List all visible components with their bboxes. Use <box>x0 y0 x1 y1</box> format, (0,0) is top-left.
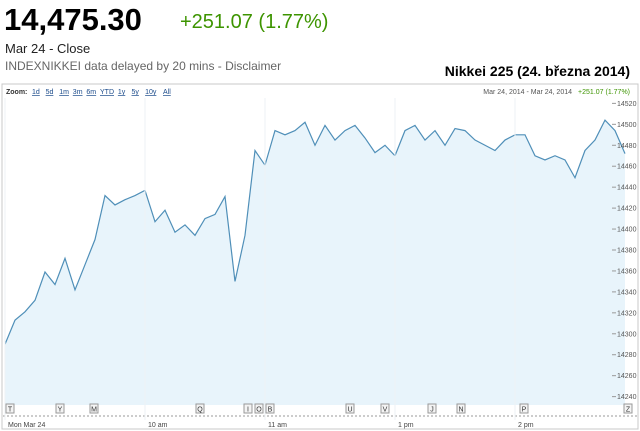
flag-label[interactable]: N <box>458 407 463 414</box>
y-tick-label: 14320 <box>617 310 637 317</box>
flag-label[interactable]: P <box>522 407 527 414</box>
flag-box[interactable] <box>89 403 99 414</box>
flag-box[interactable] <box>345 403 355 414</box>
flag-box[interactable] <box>243 403 253 414</box>
flag-label[interactable]: O <box>256 407 262 414</box>
x-tick-label: 2 pm <box>518 422 534 429</box>
flag-box[interactable] <box>265 403 275 414</box>
y-tick-label: 14420 <box>617 206 637 213</box>
flag-box[interactable] <box>427 403 437 414</box>
flag-label[interactable]: U <box>347 407 352 414</box>
flag-label[interactable]: T <box>8 407 13 414</box>
change: +251.07 (1.77%) <box>180 11 328 33</box>
y-tick-label: 14360 <box>617 268 637 275</box>
zoom-change: +251.07 (1.77%) <box>578 89 630 96</box>
flag-label[interactable]: V <box>383 407 388 414</box>
flag-box[interactable] <box>380 403 390 414</box>
y-tick-label: 14340 <box>617 289 637 296</box>
zoom-option[interactable]: All <box>163 89 171 96</box>
flag-label[interactable]: M <box>91 407 97 414</box>
flag-label[interactable]: Y <box>58 407 63 414</box>
flag-label[interactable]: B <box>268 407 273 414</box>
zoom-option[interactable]: 1m <box>59 89 69 96</box>
zoom-option[interactable]: 1y <box>118 89 126 96</box>
x-tick-label: Mon Mar 24 <box>8 422 45 429</box>
y-tick-label: 14280 <box>617 352 637 359</box>
y-tick-label: 14400 <box>617 227 637 234</box>
y-tick-label: 14520 <box>617 101 637 108</box>
x-tick-label: 11 am <box>268 422 287 429</box>
x-tick-label: 1 pm <box>398 422 414 429</box>
x-tick-label: 10 am <box>148 422 168 429</box>
line <box>4 119 626 345</box>
y-tick-label: 14260 <box>617 373 637 380</box>
zoom-range: Mar 24, 2014 - Mar 24, 2014 <box>483 89 572 96</box>
flag-box[interactable] <box>254 403 264 414</box>
zoom-option[interactable]: 5d <box>46 89 54 96</box>
y-tick-label: 14300 <box>617 331 637 338</box>
y-tick-label: 14380 <box>617 248 637 255</box>
zoom-option[interactable]: 5y <box>132 89 140 96</box>
source: INDEXNIKKEI data delayed by 20 mins - Di… <box>5 59 281 73</box>
flag-label[interactable]: Z <box>626 407 631 414</box>
y-tick-label: 14440 <box>617 185 637 192</box>
flag-label[interactable]: Q <box>197 407 203 414</box>
zoom-option[interactable]: YTD <box>100 89 114 96</box>
zoom-option[interactable]: 1d <box>32 89 40 96</box>
zoom-option[interactable]: 10y <box>145 89 157 96</box>
y-tick-label: 14460 <box>617 164 637 171</box>
price: 14,475.30 <box>4 2 142 37</box>
flag-label[interactable]: I <box>247 407 249 414</box>
flag-label[interactable]: J <box>430 407 434 414</box>
flag-box[interactable] <box>55 403 65 414</box>
date: Mar 24 - Close <box>5 41 90 56</box>
zoom-option[interactable]: 3m <box>73 89 83 96</box>
flag-box[interactable] <box>456 403 466 414</box>
area <box>5 120 625 405</box>
chart-title: Nikkei 225 (24. března 2014) <box>445 63 630 79</box>
y-tick-label: 14500 <box>617 122 637 129</box>
zoom-label: Zoom: <box>6 89 27 96</box>
flag-box[interactable] <box>195 403 205 414</box>
flag-box[interactable] <box>623 403 633 414</box>
flag-box[interactable] <box>5 403 15 414</box>
flag-box[interactable] <box>519 403 529 414</box>
y-tick-label: 14240 <box>617 394 637 401</box>
zoom-option[interactable]: 6m <box>86 89 96 96</box>
y-tick-label: 14480 <box>617 143 637 150</box>
